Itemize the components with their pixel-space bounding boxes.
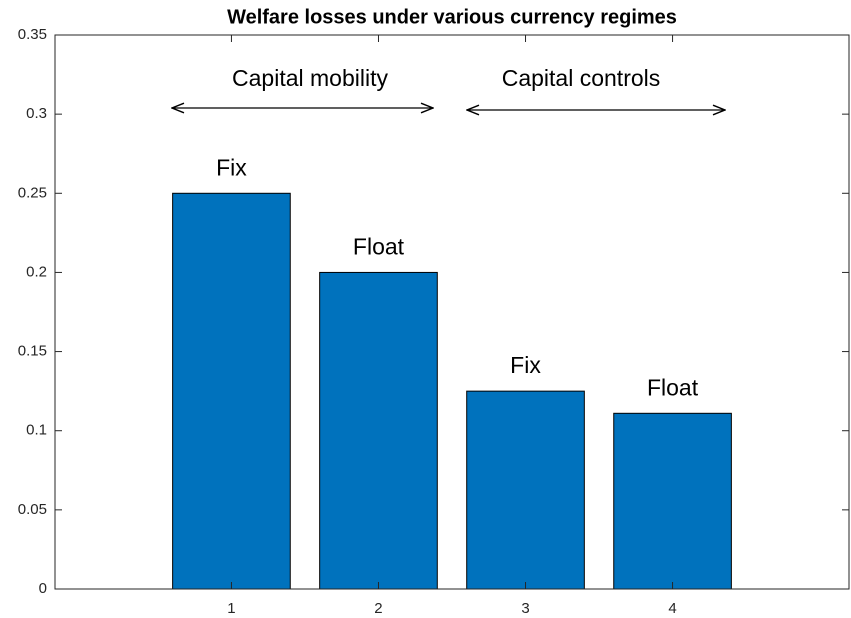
y-tick-label: 0.15 <box>18 343 47 360</box>
annotation: Capital controls <box>502 65 661 91</box>
y-tick-label: 0 <box>39 580 47 597</box>
x-tick-label: 2 <box>374 600 382 617</box>
x-tick-label: 4 <box>668 600 676 617</box>
x-tick-label: 1 <box>227 600 235 617</box>
bar <box>172 192 291 590</box>
bar <box>613 412 732 590</box>
bar-label: Float <box>647 374 699 400</box>
y-tick-label: 0.35 <box>18 26 47 43</box>
bar <box>466 390 585 590</box>
chart-title: Welfare losses under various currency re… <box>227 6 677 28</box>
annotation: Capital mobility <box>232 65 388 91</box>
y-tick-label: 0.25 <box>18 184 47 201</box>
y-tick-label: 0.2 <box>26 263 47 280</box>
bar-label: Fix <box>510 352 541 378</box>
bar-label: Fix <box>216 154 247 180</box>
axes-box <box>54 34 850 590</box>
x-tick-label: 3 <box>521 600 529 617</box>
y-tick-label: 0.3 <box>26 105 47 122</box>
y-tick-label: 0.05 <box>18 501 47 518</box>
y-tick-label: 0.1 <box>26 422 47 439</box>
bar-label: Float <box>353 234 405 260</box>
bar <box>319 271 438 590</box>
